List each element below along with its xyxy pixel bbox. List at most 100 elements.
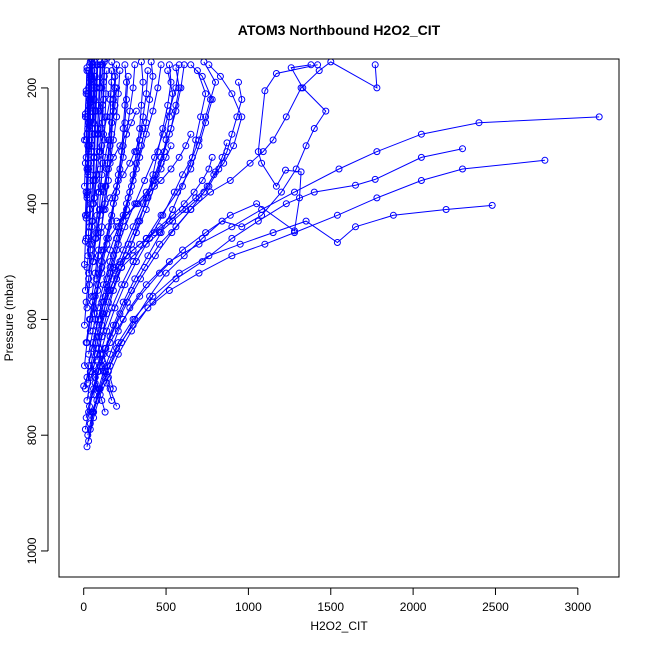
- data-point: [146, 292, 154, 300]
- data-point: [101, 206, 109, 213]
- data-point: [103, 113, 111, 121]
- series-5: [88, 61, 330, 416]
- data-point: [291, 188, 298, 196]
- data-point: [88, 408, 96, 416]
- data-point: [93, 356, 101, 364]
- data-point: [333, 211, 341, 219]
- data-point: [371, 175, 379, 183]
- data-point: [123, 78, 130, 86]
- series-line: [84, 61, 105, 291]
- data-point: [94, 229, 102, 237]
- data-point: [93, 333, 101, 341]
- data-point: [104, 165, 112, 173]
- data-point: [198, 177, 206, 184]
- data-point: [128, 119, 135, 127]
- data-point: [104, 234, 112, 242]
- data-point: [595, 113, 603, 121]
- data-point: [82, 234, 90, 242]
- data-point: [96, 315, 104, 323]
- data-point: [102, 90, 110, 98]
- series-line: [84, 64, 162, 366]
- series-62: [95, 344, 116, 404]
- data-point: [165, 258, 173, 266]
- plot-frame: [58, 58, 620, 578]
- data-point: [261, 87, 269, 95]
- data-point: [139, 113, 147, 121]
- data-point: [111, 72, 119, 80]
- data-point: [113, 402, 121, 410]
- data-point: [302, 142, 310, 150]
- series-line: [84, 67, 88, 115]
- data-point: [146, 188, 154, 196]
- series-line: [92, 70, 149, 349]
- data-point: [85, 269, 93, 277]
- data-point: [212, 78, 219, 86]
- data-point: [373, 194, 381, 202]
- data-point: [108, 281, 116, 289]
- series-line: [85, 64, 136, 343]
- series-line: [93, 76, 96, 123]
- data-point: [102, 182, 110, 190]
- series-31: [106, 153, 216, 271]
- data-point: [83, 304, 91, 312]
- data-point: [272, 182, 280, 190]
- data-point: [100, 130, 107, 138]
- data-point: [119, 298, 127, 306]
- data-point: [93, 211, 101, 219]
- data-point: [86, 223, 93, 231]
- data-point: [417, 153, 425, 161]
- data-point: [254, 148, 262, 156]
- data-point: [142, 119, 150, 127]
- data-point: [488, 201, 496, 209]
- data-point: [162, 153, 170, 161]
- data-point: [162, 269, 170, 277]
- y-tick-label: 800: [25, 425, 39, 445]
- data-point: [126, 107, 134, 115]
- x-tick-label: 0: [80, 600, 87, 614]
- data-point: [258, 159, 266, 167]
- data-point: [100, 298, 107, 306]
- data-point: [187, 61, 195, 69]
- data-point: [228, 252, 236, 260]
- data-point: [91, 234, 99, 242]
- data-point: [373, 84, 381, 92]
- data-point: [98, 397, 106, 404]
- data-point: [106, 385, 114, 393]
- series-17: [89, 67, 152, 352]
- data-point: [81, 287, 89, 294]
- series-line: [94, 377, 106, 413]
- data-point: [168, 229, 176, 237]
- data-point: [167, 165, 175, 173]
- data-point: [92, 275, 100, 283]
- data-point: [157, 177, 165, 184]
- data-point: [198, 258, 206, 266]
- data-point: [118, 339, 126, 347]
- data-point: [218, 153, 226, 161]
- series-59: [87, 61, 97, 115]
- data-point: [129, 246, 137, 254]
- data-point: [297, 84, 305, 92]
- data-point: [84, 125, 92, 132]
- data-point: [254, 217, 262, 225]
- data-point: [296, 194, 303, 202]
- data-point: [180, 252, 188, 260]
- data-point: [124, 194, 132, 202]
- data-point: [159, 211, 167, 219]
- data-point: [132, 258, 140, 266]
- data-point: [139, 78, 147, 86]
- x-tick-label: 2000: [400, 600, 427, 614]
- series-line: [96, 336, 118, 407]
- data-point: [287, 64, 295, 72]
- y-tick-label: 200: [25, 78, 39, 98]
- data-point: [179, 171, 186, 179]
- data-point: [169, 211, 177, 219]
- data-point: [261, 240, 269, 248]
- data-point: [88, 142, 96, 150]
- data-point: [81, 425, 89, 433]
- data-point: [87, 240, 95, 248]
- data-point: [187, 206, 195, 213]
- data-point: [175, 269, 183, 277]
- data-point: [141, 177, 149, 184]
- data-point: [188, 153, 196, 161]
- data-point: [172, 223, 180, 231]
